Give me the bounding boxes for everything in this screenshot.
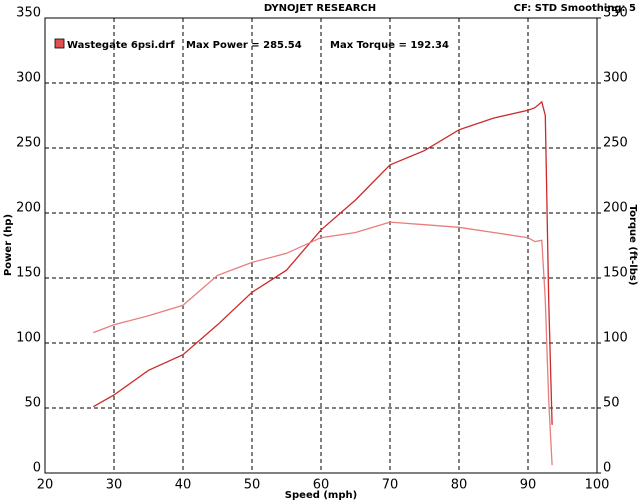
y-tick-label: 250 bbox=[16, 136, 41, 151]
max-torque-label: Max Torque = 192.34 bbox=[330, 40, 449, 51]
y2-tick-label: 100 bbox=[603, 331, 628, 346]
y2-tick-label: 200 bbox=[603, 201, 628, 216]
y2-tick-label: 150 bbox=[603, 266, 628, 281]
x-axis-label: Speed (mph) bbox=[285, 490, 357, 501]
x-tick-label: 40 bbox=[175, 478, 192, 493]
y-tick-label: 100 bbox=[16, 331, 41, 346]
x-tick-label: 70 bbox=[382, 478, 399, 493]
y-tick-label: 350 bbox=[16, 6, 41, 21]
y2-tick-label: 50 bbox=[603, 396, 620, 411]
y-tick-label: 150 bbox=[16, 266, 41, 281]
y-tick-label: 200 bbox=[16, 201, 41, 216]
y2-tick-label: 300 bbox=[603, 71, 628, 86]
plot-border bbox=[44, 17, 598, 474]
y2-tick-label: 0 bbox=[603, 461, 611, 476]
legend-swatch bbox=[54, 38, 65, 49]
y-tick-label: 0 bbox=[33, 461, 41, 476]
y2-axis-label: Torque (ft-lbs) bbox=[627, 205, 638, 286]
x-tick-label: 90 bbox=[520, 478, 537, 493]
y-tick-label: 300 bbox=[16, 71, 41, 86]
x-tick-label: 100 bbox=[585, 478, 610, 493]
x-tick-label: 80 bbox=[451, 478, 468, 493]
x-tick-label: 50 bbox=[244, 478, 261, 493]
y2-tick-label: 350 bbox=[603, 6, 628, 21]
x-tick-label: 30 bbox=[106, 478, 123, 493]
y2-tick-label: 250 bbox=[603, 136, 628, 151]
series-line bbox=[92, 100, 553, 425]
x-tick-label: 60 bbox=[313, 478, 330, 493]
y-axis-label: Power (hp) bbox=[3, 214, 14, 276]
chart-subtitle: CF: STD Smoothing: 5 bbox=[514, 3, 636, 14]
x-tick-label: 20 bbox=[37, 478, 54, 493]
legend-label: Wastegate 6psi.drf bbox=[67, 40, 175, 51]
series-line bbox=[93, 221, 553, 466]
max-power-label: Max Power = 285.54 bbox=[186, 40, 302, 51]
y-tick-label: 50 bbox=[24, 396, 41, 411]
chart-title: DYNOJET RESEARCH bbox=[264, 3, 376, 14]
